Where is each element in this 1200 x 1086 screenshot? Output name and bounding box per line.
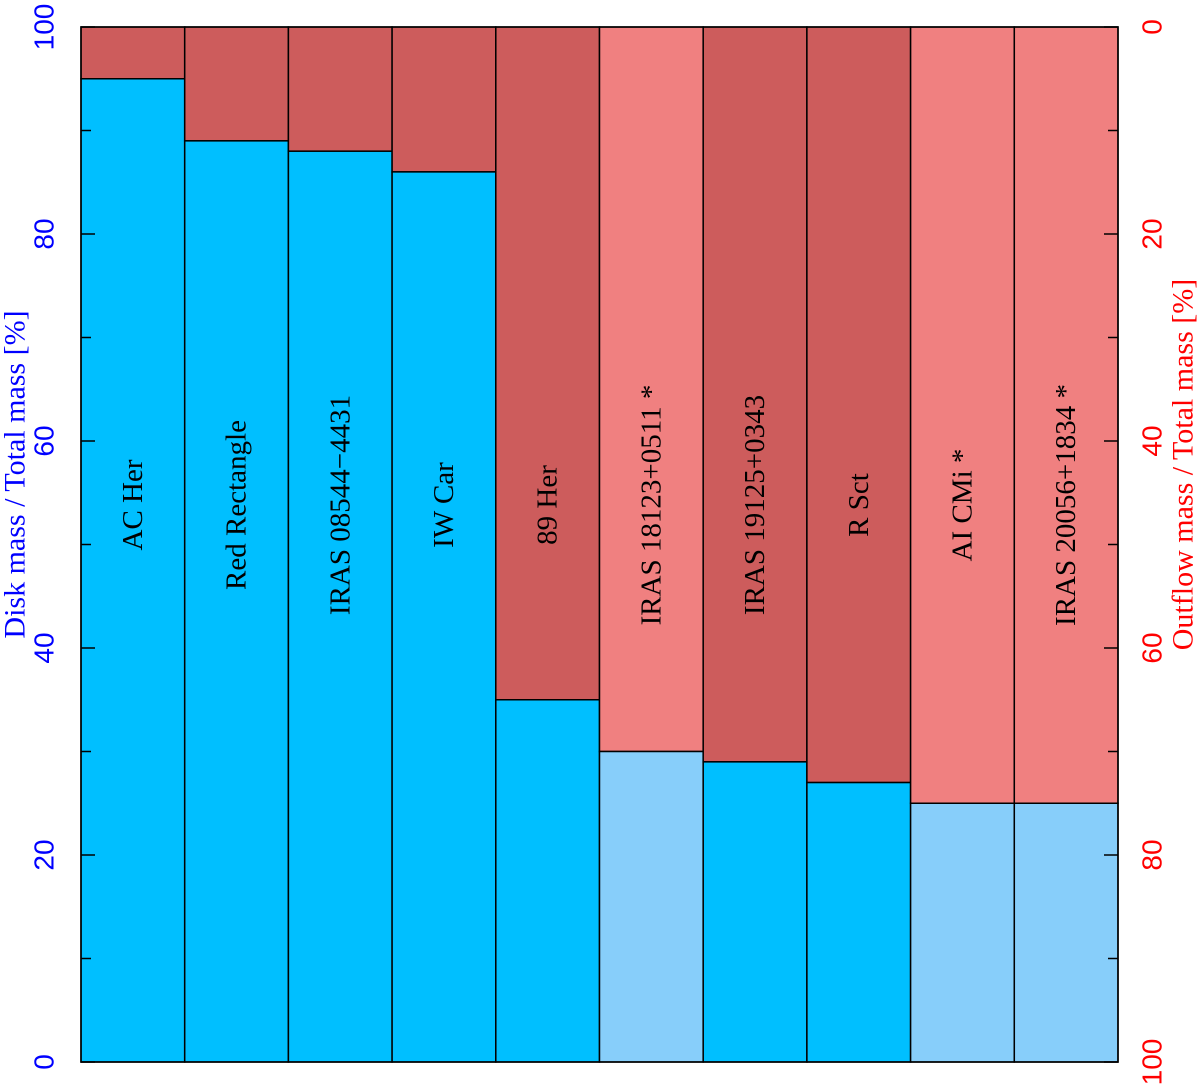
disk-bar-8	[806, 781, 912, 1063]
outflow-bar-5	[495, 26, 601, 701]
disk-bar-9	[909, 802, 1016, 1063]
outflow-bar-2	[183, 26, 290, 142]
right-tick-label: 20	[1137, 218, 1168, 249]
bar-label-5: 89 Her	[532, 465, 564, 545]
disk-bar-1	[80, 78, 186, 1063]
left-tick-label: 60	[29, 425, 60, 456]
disk-bar-7	[702, 761, 808, 1063]
disk-bar-4	[391, 171, 497, 1063]
left-tick-label: 0	[29, 1054, 60, 1070]
bar-label-6: IRAS 18123+0511 *	[635, 385, 667, 626]
outflow-bar-10	[1013, 26, 1119, 804]
right-axis: 0 20 40 60 80 100 Outflow mass / Total mass [%…	[1137, 19, 1200, 1085]
bars-layer	[80, 26, 1119, 1063]
disk-bar-3	[287, 150, 393, 1063]
bar-labels-layer: AC Her Red Rectangle IRAS 08544−4431 IW Car…	[117, 384, 1082, 626]
outflow-bar-7	[702, 26, 808, 763]
outflow-bar-3	[287, 26, 393, 152]
disk-bar-5	[495, 699, 601, 1063]
bar-label-3: IRAS 08544−4431	[324, 395, 356, 615]
bar-label-4: IW Car	[428, 462, 460, 548]
outflow-bar-4	[391, 26, 497, 173]
left-tick-label: 20	[29, 839, 60, 870]
bar-label-7: IRAS 19125+0343	[739, 395, 771, 615]
bar-label-8: R Sct	[843, 473, 875, 537]
disk-bar-2	[183, 140, 290, 1063]
left-axis: 0 20 40 60 80 100 Disk mass / Total mass [%]	[0, 4, 60, 1070]
bar-label-1: AC Her	[117, 459, 149, 550]
bar-label-9: AI CMi *	[946, 449, 978, 562]
right-tick-label: 60	[1137, 632, 1168, 663]
left-tick-label: 40	[29, 632, 60, 663]
bar-label-10: IRAS 20056+1834 *	[1050, 384, 1082, 626]
outflow-bar-8	[806, 26, 912, 784]
outflow-bar-1	[80, 26, 186, 80]
left-tick-label: 100	[29, 4, 60, 51]
disk-bar-10	[1013, 802, 1119, 1063]
ticks-layer	[81, 26, 1118, 1063]
right-tick-label: 100	[1137, 1039, 1168, 1086]
left-axis-title: Disk mass / Total mass [%]	[0, 310, 32, 638]
left-tick-label: 80	[29, 218, 60, 249]
right-tick-label: 40	[1137, 425, 1168, 456]
right-tick-label: 80	[1137, 839, 1168, 870]
outflow-bar-9	[909, 26, 1016, 804]
bar-label-2: Red Rectangle	[221, 420, 253, 590]
disk-bar-6	[598, 750, 704, 1063]
right-axis-title: Outflow mass / Total mass [%]	[1167, 279, 1200, 650]
right-tick-label: 0	[1137, 19, 1168, 35]
